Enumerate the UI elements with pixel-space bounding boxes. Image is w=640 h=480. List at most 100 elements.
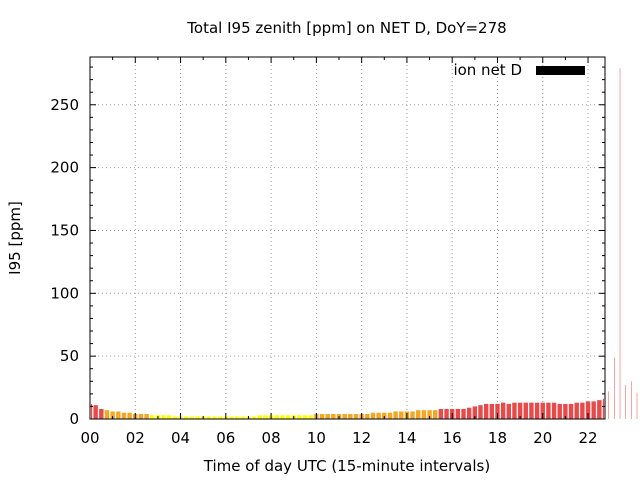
bar: [127, 412, 132, 419]
bar: [234, 416, 240, 419]
bar: [257, 415, 262, 419]
x-tick-label: 00: [80, 429, 99, 447]
bar: [489, 403, 495, 419]
legend: ion net D: [453, 61, 585, 79]
y-tick-label: 250: [50, 96, 79, 114]
bar: [517, 402, 523, 419]
y-tick-label: 100: [50, 284, 79, 302]
y-axis-label: I95 [ppm]: [6, 201, 24, 275]
bar: [365, 413, 370, 419]
bar: [546, 402, 551, 419]
bar: [619, 68, 621, 419]
bar: [116, 411, 121, 419]
bar: [229, 416, 234, 419]
bar: [636, 392, 638, 419]
bar: [540, 402, 545, 419]
bar: [161, 415, 166, 419]
bar: [500, 402, 506, 419]
y-tick-label: 150: [50, 221, 79, 239]
bar: [495, 403, 500, 419]
bar: [512, 402, 517, 419]
bar: [348, 413, 353, 419]
bar: [438, 408, 444, 419]
bar: [331, 413, 336, 419]
x-tick-label: 14: [397, 429, 416, 447]
bar: [597, 400, 602, 419]
bar: [240, 416, 246, 419]
bar: [574, 402, 579, 419]
legend-label: ion net D: [453, 61, 522, 79]
bar: [591, 401, 596, 419]
legend-swatch: [536, 66, 585, 75]
bar: [195, 416, 200, 419]
bar: [416, 410, 421, 419]
x-tick-label: 04: [171, 429, 190, 447]
x-tick-label: 18: [488, 429, 507, 447]
bar: [421, 410, 427, 419]
bar: [121, 412, 127, 419]
bar: [263, 415, 268, 419]
bar: [608, 391, 609, 419]
bar: [568, 403, 574, 419]
x-axis-label: Time of day UTC (15-minute intervals): [203, 457, 490, 475]
bar: [393, 411, 398, 419]
bar: [280, 415, 285, 419]
bar: [150, 415, 155, 419]
bar: [302, 415, 308, 419]
bar: [466, 407, 472, 419]
x-tick-label: 16: [443, 429, 462, 447]
bar: [274, 415, 279, 419]
bar: [376, 412, 381, 419]
bar: [93, 405, 98, 419]
bar: [625, 385, 626, 419]
bar: [557, 403, 562, 419]
bar: [614, 357, 615, 419]
x-tick-label: 22: [578, 429, 597, 447]
bar: [483, 403, 489, 419]
bar: [319, 413, 325, 419]
bar: [580, 402, 585, 419]
bar: [325, 413, 330, 419]
bar: [602, 398, 604, 419]
bar: [534, 402, 540, 419]
x-tick-label: 06: [216, 429, 235, 447]
bars: [91, 68, 638, 419]
bar: [104, 410, 110, 419]
bar: [506, 403, 511, 419]
y-axis: 0 50 100 150 200 250: [50, 66, 605, 428]
bar: [212, 416, 217, 419]
bar: [529, 402, 534, 419]
bar: [370, 412, 376, 419]
bar: [308, 415, 313, 419]
bar: [217, 416, 223, 419]
bar: [285, 415, 291, 419]
x-tick-label: 10: [307, 429, 326, 447]
plot-frame: [89, 56, 606, 420]
bar: [461, 408, 466, 419]
bar: [184, 416, 189, 419]
bar: [399, 411, 404, 419]
bar: [172, 416, 178, 419]
bar: [251, 416, 257, 419]
bar: [382, 412, 387, 419]
bar: [138, 413, 144, 419]
bar: [631, 381, 632, 419]
bar: [563, 403, 568, 419]
bar: [353, 413, 359, 419]
bar: [297, 415, 302, 419]
bar: [478, 405, 483, 419]
bar: [110, 411, 115, 419]
bar: [91, 403, 93, 419]
bar: [523, 402, 528, 419]
bar: [206, 416, 212, 419]
bar: [585, 401, 591, 419]
x-axis: 00 02 04 06 08 10 12 14 16 18 20 22: [80, 57, 598, 447]
bar: [433, 410, 438, 419]
grid: [90, 57, 605, 419]
bar: [410, 411, 415, 419]
bar: [99, 408, 104, 419]
x-tick-label: 02: [126, 429, 145, 447]
bar: [455, 408, 461, 419]
bar: [167, 415, 172, 419]
